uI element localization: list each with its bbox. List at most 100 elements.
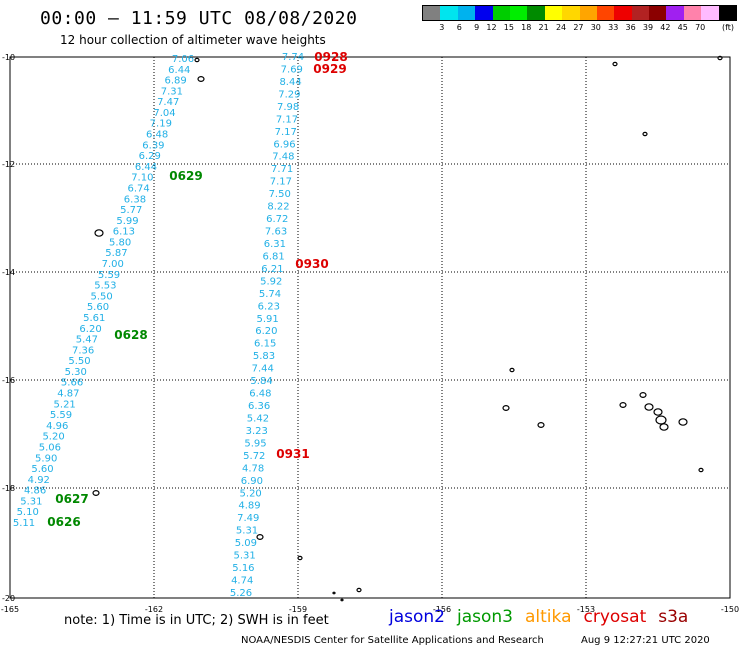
islands: [92, 55, 723, 602]
wave-height-value: 6.21: [261, 264, 283, 275]
legend-label: 42: [660, 23, 671, 32]
wave-height-value: 5.26: [230, 588, 252, 599]
wave-height-value: 4.74: [231, 576, 253, 587]
wave-height-value: 5.66: [61, 378, 83, 389]
wave-height-value: 5.61: [83, 313, 105, 324]
legend-label: 39: [642, 23, 654, 32]
wave-height-value: 7.31: [161, 86, 183, 97]
legend-swatch: [596, 6, 615, 20]
wave-height-value: 7.74: [282, 52, 304, 63]
page-title: 00:00 – 11:59 UTC 08/08/2020: [40, 8, 358, 29]
wave-height-value: 7.63: [265, 227, 287, 238]
legend-swatch: [492, 6, 510, 20]
island-outline: [502, 405, 510, 412]
legend-label: 70: [695, 23, 706, 32]
island-outline: [678, 418, 688, 426]
wave-height-value: 7.48: [272, 152, 294, 163]
wave-height-value: 5.80: [109, 237, 131, 248]
legend-label: 27: [573, 23, 584, 32]
legend-swatch: [631, 6, 650, 20]
wave-height-value: 4.89: [238, 501, 260, 512]
wave-height-value: 5.72: [243, 451, 265, 462]
legend-unit: (ft): [722, 23, 735, 32]
longitude-label: -162: [145, 605, 163, 614]
island-outline: [717, 55, 723, 61]
wave-height-value: 6.13: [113, 227, 135, 238]
wave-height-value: 5.11: [13, 518, 35, 529]
island-outline: [659, 423, 669, 431]
island-outline: [297, 555, 303, 561]
latitude-label: -10: [2, 53, 15, 62]
legend-label: 30: [590, 23, 601, 32]
legend-swatch: [440, 6, 458, 20]
legend-label: 12: [486, 23, 497, 32]
track-b-labels: 7.747.698.447.297.987.177.176.967.487.71…: [230, 50, 348, 599]
legend-swatch: [701, 6, 719, 20]
longitude-label: -150: [721, 605, 739, 614]
wave-height-value: 7.50: [269, 189, 291, 200]
wave-height-value: 7.36: [72, 345, 94, 356]
wave-height-value: 7.17: [270, 177, 292, 188]
legend-label: 3: [439, 23, 445, 32]
legend-label: 9: [474, 23, 480, 32]
wave-height-value: 4.86: [24, 486, 46, 497]
wave-height-value: 5.20: [240, 488, 262, 499]
wave-height-value: 4.96: [46, 421, 68, 432]
island-outline: [94, 229, 104, 237]
wave-height-value: 5.59: [98, 270, 120, 281]
wave-height-value: 7.17: [276, 114, 298, 125]
wave-height-value: 7.98: [277, 102, 299, 113]
wave-height-value: 6.96: [273, 139, 295, 150]
wave-height-value: 6.44: [168, 65, 190, 76]
island-outline: [197, 75, 205, 82]
island-outline: [92, 490, 100, 497]
wave-height-value: 4.87: [57, 389, 79, 400]
wave-height-value: 5.87: [105, 248, 127, 259]
island-outline: [698, 467, 704, 473]
island-outline: [194, 57, 200, 63]
wave-height-value: 6.23: [258, 301, 280, 312]
wave-height-value: 5.09: [235, 538, 257, 549]
wave-height-value: 5.83: [253, 351, 275, 362]
wave-height-value: 7.71: [271, 164, 293, 175]
legend-label: 33: [608, 23, 619, 32]
wave-height-value: 5.30: [65, 367, 87, 378]
wave-height-value: 5.74: [259, 289, 281, 300]
legend-swatch: [475, 6, 493, 20]
latitude-label: -12: [2, 160, 15, 169]
track-time-label: 0929: [313, 62, 346, 76]
legend-swatch: [683, 6, 702, 20]
legend-swatch: [649, 6, 667, 20]
longitude-label: -159: [289, 605, 307, 614]
wave-height-value: 7.06: [172, 54, 194, 65]
map-frame: [9, 56, 731, 599]
wave-height-value: 5.59: [50, 410, 72, 421]
track-time-label: 0628: [114, 328, 147, 342]
latitude-label: -20: [2, 594, 15, 603]
wave-height-value: 5.77: [120, 205, 142, 216]
legend-swatch: [457, 6, 476, 20]
wave-height-value: 7.04: [153, 108, 175, 119]
island-outline: [619, 402, 627, 409]
map-grid: [9, 56, 731, 599]
wave-height-value: 3.23: [246, 426, 268, 437]
wave-height-value: 7.47: [157, 97, 179, 108]
wave-height-value: 5.95: [244, 438, 266, 449]
wave-height-value: 5.60: [87, 302, 109, 313]
latitude-label: -18: [2, 484, 15, 493]
latitude-label: -14: [2, 268, 15, 277]
longitude-label: -156: [433, 605, 451, 614]
wave-height-value: 7.10: [131, 173, 153, 184]
satellite-name: altika: [525, 607, 572, 627]
wave-height-value: 5.60: [31, 464, 53, 475]
wave-height-value: 5.47: [76, 335, 98, 346]
island-outline: [612, 61, 618, 67]
legend-swatch: [544, 6, 563, 20]
wave-height-value: 7.19: [150, 119, 172, 130]
legend-label: 24: [555, 23, 567, 32]
wave-height-value: 7.17: [275, 127, 297, 138]
island-outline: [653, 408, 663, 416]
wave-height-value: 5.16: [232, 563, 254, 574]
legend-label: 45: [677, 23, 688, 32]
